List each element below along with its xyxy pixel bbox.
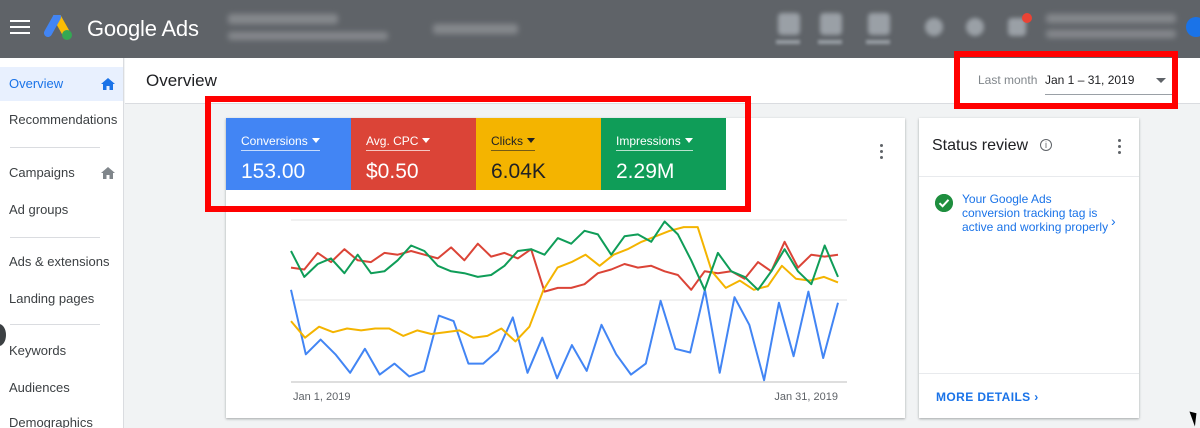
status-review-card: Status review i Your Google Ads conversi… [919,118,1139,418]
metric-tile-avg-cpc[interactable]: Avg. CPC $0.50 [351,118,476,190]
date-range-underline [1045,94,1172,95]
sidebar-item-keywords[interactable]: Keywords [0,334,123,368]
refresh-icon[interactable] [925,18,943,36]
sidebar-divider [10,147,100,148]
home-icon [101,167,115,179]
sidebar-item-label: Audiences [9,380,70,395]
sidebar-item-recommendations[interactable]: Recommendations [0,103,123,137]
notifications-icon[interactable] [1008,18,1026,36]
search-label [776,40,800,44]
sidebar-item-ads-extensions[interactable]: Ads & extensions [0,245,123,279]
reports-label [818,40,842,44]
sidebar-item-label: Demographics [9,415,93,428]
brand-name[interactable]: Google Ads [87,16,199,41]
sidebar-item-ad-groups[interactable]: Ad groups [0,193,123,227]
user-name [1046,14,1176,23]
series-line-clicks [290,226,839,343]
metric-label[interactable]: Clicks [491,134,535,151]
caret-down-icon [684,138,693,143]
metric-value: 153.00 [241,160,306,183]
date-range-selector[interactable]: Jan 1 – 31, 2019 [1045,73,1135,87]
check-circle-icon [935,194,953,212]
metric-label-text: Conversions [241,134,308,148]
date-range-label: Last month [978,73,1038,87]
sidebar-divider [10,237,100,238]
more-details-label: MORE DETAILS [936,390,1031,404]
caret-down-icon [422,138,431,143]
sidebar-collapse-handle[interactable] [0,324,6,346]
series-line-impressions [290,220,839,291]
caret-down-icon [311,138,320,143]
series-line-avg-cpc [290,240,839,293]
metric-label-text: Impressions [616,134,681,148]
sidebar-item-campaigns[interactable]: Campaigns [0,156,123,190]
series-line-conversions [290,288,839,382]
x-tick-label: Jan 1, 2019 [293,391,351,403]
metric-label[interactable]: Avg. CPC [366,134,431,151]
x-tick-label: Jan 31, 2019 [774,391,838,403]
caret-down-icon [527,138,535,143]
metric-label[interactable]: Conversions [241,134,320,151]
performance-line-chart: Jan 1, 2019 Jan 31, 2019 [290,219,847,403]
highlight-box-metrics [205,96,751,212]
metric-tiles: Conversions 153.00 Avg. CPC $0.50 Clicks… [226,118,726,190]
sidebar-item-demographics[interactable]: Demographics [0,406,123,428]
sidebar-item-label: Landing pages [9,291,95,306]
sidebar-divider [10,324,100,325]
sidebar-item-label: Campaigns [9,165,75,180]
highlight-box-date [954,51,1178,109]
divider [919,176,1139,177]
metric-label-text: Avg. CPC [366,134,419,148]
top-app-bar: Google Ads [0,0,1200,58]
user-email [1046,30,1176,38]
metric-value: $0.50 [366,160,419,183]
more-vert-icon[interactable] [1118,139,1122,155]
more-details-link[interactable]: MORE DETAILS › [936,390,1039,404]
sidebar-item-audiences[interactable]: Audiences [0,371,123,405]
series-layer [290,220,839,382]
sidebar-item-label: Ad groups [9,202,69,217]
search-icon[interactable] [778,13,800,35]
more-vert-icon[interactable] [880,144,884,160]
menu-icon[interactable] [10,20,30,36]
sidebar-item-landing-pages[interactable]: Landing pages [0,282,123,316]
sidebar-item-overview[interactable]: Overview [0,67,123,101]
metric-tile-conversions[interactable]: Conversions 153.00 [226,118,351,190]
page-title: Overview [146,71,217,90]
account-selector[interactable] [228,14,338,24]
metric-tile-impressions[interactable]: Impressions 2.29M [601,118,726,190]
metric-value: 2.29M [616,160,675,183]
home-icon [101,78,115,90]
metric-value: 6.04K [491,160,546,183]
tools-label [866,40,890,44]
divider [919,373,1139,374]
avatar[interactable] [1186,17,1200,37]
sidebar-item-label: Recommendations [9,112,118,127]
notification-badge [1022,13,1032,23]
status-title: Status review [932,137,1029,154]
sidebar: Overview Recommendations Campaigns Ad gr… [0,58,124,428]
metric-label[interactable]: Impressions [616,134,693,151]
metric-tile-clicks[interactable]: Clicks 6.04K [476,118,601,190]
metric-label-text: Clicks [491,134,523,148]
sidebar-item-label: Keywords [9,343,67,358]
sidebar-item-label: Ads & extensions [9,254,110,269]
google-ads-logo-icon [44,15,72,40]
chevron-right-icon[interactable]: › [1111,213,1116,229]
account-id [228,32,388,40]
mouse-cursor-icon [1189,409,1200,427]
sidebar-item-label: Overview [9,76,64,91]
help-icon[interactable] [966,18,984,36]
chevron-down-icon[interactable] [1156,78,1166,83]
campaign-selector[interactable] [433,24,518,34]
tools-icon[interactable] [868,13,890,35]
info-icon[interactable]: i [1040,139,1052,151]
status-message[interactable]: Your Google Ads conversion tracking tag … [962,192,1109,234]
reports-icon[interactable] [820,13,842,35]
